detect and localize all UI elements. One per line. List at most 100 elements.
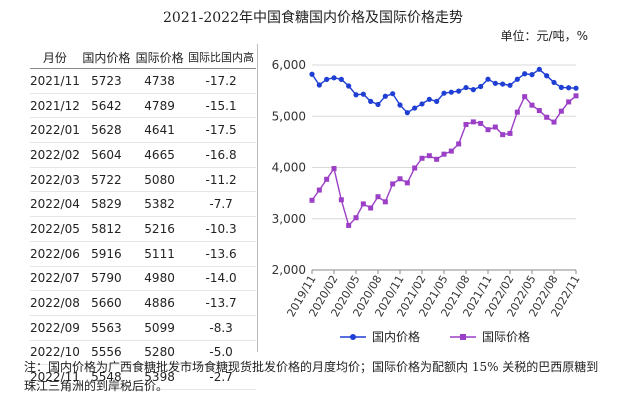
table-cell: 2022/11 [30, 364, 80, 390]
international-price-point [382, 199, 388, 205]
domestic-price-point [426, 96, 432, 102]
domestic-price-point [346, 83, 352, 89]
table-row: 2022/04 5829 5382 -7.7 [30, 191, 256, 218]
international-price-point [463, 121, 469, 127]
international-price-point [522, 94, 528, 100]
table-cell: -16.8 [186, 142, 256, 168]
legend-label: 国际价格 [482, 329, 530, 344]
international-price-point [478, 120, 484, 126]
table-cell: -14.0 [186, 266, 256, 292]
y-tick-label: 5,000 [272, 109, 306, 123]
table-cell: 5382 [133, 191, 187, 218]
domestic-price-point [441, 90, 447, 96]
domestic-price-point [492, 80, 498, 86]
international-price-point [544, 114, 550, 120]
table-header-row: 月份 国内价格 国际价格 国际比国内高 [30, 46, 256, 69]
table-cell: 5642 [79, 93, 133, 119]
table-cell: 5080 [133, 167, 187, 193]
table-cell: 5111 [133, 241, 187, 267]
table-cell: -17.2 [186, 68, 256, 94]
table-cell: -15.1 [186, 93, 256, 119]
legend-square-marker [460, 334, 466, 340]
table-cell: -8.3 [186, 315, 256, 341]
header-difference: 国际比国内高 [186, 46, 256, 69]
domestic-price-point [390, 91, 396, 97]
table-cell: 5812 [79, 216, 133, 242]
table-cell: -2.7 [186, 364, 256, 390]
table-cell: 2022/01 [30, 117, 80, 144]
table-row: 2022/01 5628 4641 -17.5 [30, 117, 256, 144]
table-cell: 5722 [79, 167, 133, 193]
international-price-point [404, 180, 410, 186]
domestic-price-point [448, 89, 454, 95]
international-price-point [529, 102, 535, 108]
table-row: 2022/10 5556 5280 -5.0 [30, 340, 256, 366]
international-price-point [566, 99, 572, 105]
table-cell: 4665 [133, 142, 187, 168]
international-price-point [558, 108, 564, 114]
table-cell: 5628 [79, 117, 133, 144]
international-price-line [311, 95, 577, 227]
international-price-point [485, 127, 491, 133]
table-row: 2022/03 5722 5080 -11.2 [30, 167, 256, 193]
table-row: 2022/11 5548 5398 -2.7 [30, 364, 256, 390]
table-cell: 2022/09 [30, 315, 80, 341]
domestic-price-point [456, 88, 462, 94]
domestic-price-point [434, 98, 440, 104]
legend-circle-marker [350, 334, 356, 340]
table-cell: -13.7 [186, 290, 256, 316]
domestic-price-point [470, 87, 476, 93]
domestic-price-point [566, 85, 572, 91]
table-cell: 2022/02 [30, 142, 80, 168]
domestic-price-point [536, 66, 542, 72]
table-row: 2022/09 5563 5099 -8.3 [30, 315, 256, 341]
table-cell: 4641 [133, 117, 187, 144]
international-price-point [412, 165, 418, 171]
table-cell: -17.5 [186, 117, 256, 144]
international-price-point [419, 155, 425, 161]
legend-label: 国内价格 [372, 329, 420, 344]
table-cell: 2022/10 [30, 340, 80, 366]
international-price-point [316, 187, 322, 193]
domestic-price-point [412, 105, 418, 111]
international-price-point [434, 156, 440, 162]
table-cell: 2021/11 [30, 68, 80, 94]
table-cell: 2021/12 [30, 93, 80, 119]
domestic-price-point [353, 92, 359, 98]
y-tick-label: 6,000 [272, 58, 306, 72]
table-row: 2021/11 5723 4738 -17.2 [30, 68, 256, 94]
international-price-point [360, 201, 366, 207]
domestic-price-point [514, 76, 520, 82]
table-cell: -7.7 [186, 191, 256, 218]
international-price-point [507, 130, 513, 136]
table-cell: 5398 [133, 364, 187, 390]
table-cell: 5099 [133, 315, 187, 341]
table-cell: 5916 [79, 241, 133, 267]
international-price-point [573, 93, 579, 99]
domestic-price-point [316, 82, 322, 88]
domestic-price-point [368, 98, 374, 104]
y-tick-label: 3,000 [272, 212, 306, 226]
table-cell: -11.2 [186, 167, 256, 193]
table-body: 2021/11 5723 4738 -17.2 2021/12 5642 4789 -15.1… [30, 68, 256, 390]
table-cell: 5829 [79, 191, 133, 218]
y-tick-label: 4,000 [272, 161, 306, 175]
table-row: 2022/05 5812 5216 -10.3 [30, 216, 256, 242]
table-cell: 5563 [79, 315, 133, 341]
international-price-point [346, 222, 352, 228]
international-price-point [375, 194, 381, 200]
table-cell: 5790 [79, 266, 133, 292]
y-tick-label: 2,000 [272, 263, 306, 277]
table-row: 2022/06 5916 5111 -13.6 [30, 241, 256, 267]
international-price-point [551, 119, 557, 125]
international-price-point [397, 176, 403, 182]
table-cell: 4980 [133, 266, 187, 292]
domestic-price-point [382, 93, 388, 99]
domestic-price-point [551, 79, 557, 86]
table-cell: -13.6 [186, 241, 256, 267]
domestic-price-point [529, 72, 535, 78]
table-cell: 2022/05 [30, 216, 80, 242]
domestic-price-point [558, 84, 564, 90]
table-row: 2022/07 5790 4980 -14.0 [30, 266, 256, 292]
domestic-price-point [544, 73, 550, 79]
